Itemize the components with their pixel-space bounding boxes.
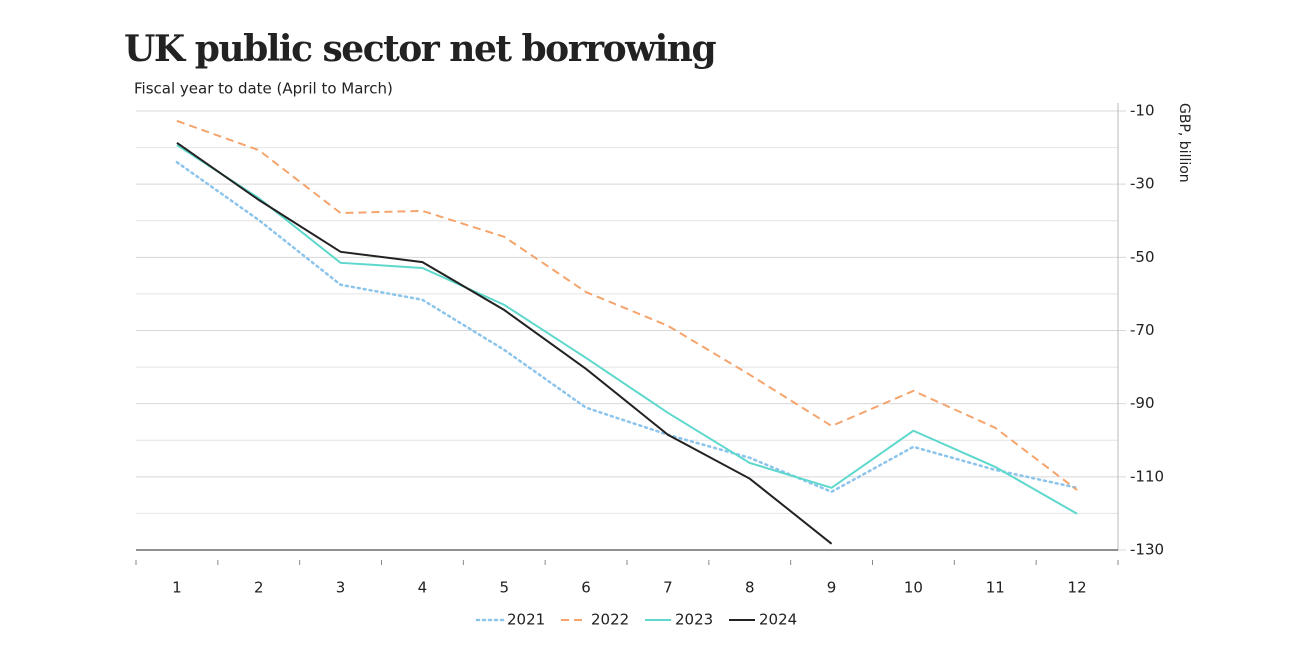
y-axis-label: GBP, billion: [1176, 103, 1192, 183]
y-tick-label: -10: [1130, 102, 1155, 120]
y-tick-label: -130: [1130, 541, 1164, 559]
x-tick-label: 9: [827, 579, 837, 597]
x-tick-label: 3: [336, 579, 346, 597]
x-tick-label: 1: [172, 579, 182, 597]
x-tick-label: 5: [499, 579, 509, 597]
chart-subtitle: Fiscal year to date (April to March): [134, 80, 393, 98]
series-line: [176, 144, 1078, 515]
legend-label: 2023: [675, 611, 713, 629]
x-tick-label: 11: [986, 579, 1005, 597]
legend-label: 2021: [507, 611, 545, 629]
x-tick-label: 4: [418, 579, 428, 597]
series-line: [176, 142, 833, 545]
series-line: [175, 160, 1079, 494]
y-tick-label: -70: [1130, 321, 1155, 339]
y-tick-label: -50: [1130, 248, 1155, 266]
y-tick-label: -30: [1130, 175, 1155, 193]
series-line: [176, 119, 1078, 491]
x-tick-label: 2: [254, 579, 264, 597]
x-tick-label: 8: [745, 579, 755, 597]
y-tick-label: -90: [1130, 394, 1155, 412]
chart-title: UK public sector net borrowing: [124, 28, 716, 70]
legend-label: 2022: [591, 611, 629, 629]
x-tick-label: 7: [663, 579, 673, 597]
legend-label: 2024: [759, 611, 797, 629]
x-tick-label: 6: [581, 579, 591, 597]
x-tick-label: 10: [904, 579, 923, 597]
y-tick-label: -110: [1130, 467, 1164, 485]
x-tick-label: 12: [1068, 579, 1087, 597]
